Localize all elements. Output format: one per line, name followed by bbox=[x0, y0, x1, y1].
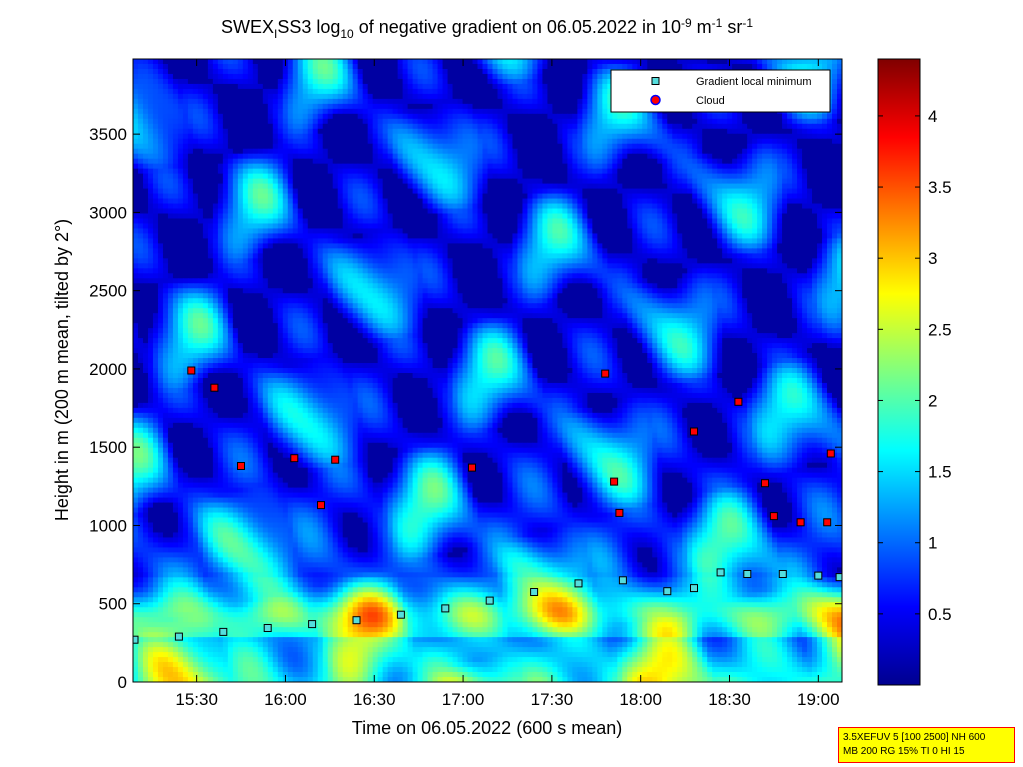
gradient-minimum-marker bbox=[486, 597, 493, 604]
colorbar-tick-label: 4 bbox=[928, 107, 937, 126]
cloud-marker bbox=[824, 519, 831, 526]
x-tick-label: 19:00 bbox=[797, 690, 840, 709]
gradient-minimum-marker bbox=[691, 585, 698, 592]
y-tick-label: 2500 bbox=[89, 282, 127, 301]
cloud-marker bbox=[691, 428, 698, 435]
info-box: 3.5XEFUV 5 [100 2500] NH 600 MB 200 RG 1… bbox=[838, 727, 1015, 763]
colorbar-ramp bbox=[878, 59, 920, 685]
gradient-minimum-marker bbox=[175, 633, 182, 640]
gradient-minimum-marker bbox=[264, 625, 271, 632]
cloud-marker bbox=[616, 509, 623, 516]
gradient-minimum-marker bbox=[664, 588, 671, 595]
cloud-marker bbox=[770, 513, 777, 520]
chart-title: SWEXISS3 log10 of negative gradient on 0… bbox=[221, 16, 753, 41]
cloud-marker bbox=[291, 455, 298, 462]
y-tick-label: 1000 bbox=[89, 516, 127, 535]
cloud-marker bbox=[469, 464, 476, 471]
gradient-minimum-marker bbox=[353, 617, 360, 624]
legend-circle-icon bbox=[651, 96, 660, 105]
gradient-minimum-marker bbox=[744, 571, 751, 578]
gradient-minimum-marker bbox=[717, 569, 724, 576]
cloud-marker bbox=[762, 480, 769, 487]
colorbar-tick-label: 3.5 bbox=[928, 178, 952, 197]
gradient-minimum-marker bbox=[442, 605, 449, 612]
gradient-minimum-marker bbox=[815, 572, 822, 579]
colorbar: 0.5 1 1.5 2 2.5 3 3.5 4 bbox=[878, 59, 952, 685]
gradient-minimum-marker bbox=[309, 621, 316, 628]
y-tick-label: 3500 bbox=[89, 125, 127, 144]
x-tick-label: 16:30 bbox=[353, 690, 396, 709]
x-tick-label: 15:30 bbox=[175, 690, 218, 709]
cloud-marker bbox=[611, 478, 618, 485]
cloud-marker bbox=[735, 398, 742, 405]
x-axis-label: Time on 06.05.2022 (600 s mean) bbox=[352, 718, 623, 738]
info-box-line-1: 3.5XEFUV 5 [100 2500] NH 600 bbox=[843, 731, 1014, 745]
x-tick-label: 16:00 bbox=[264, 690, 307, 709]
x-tick-label: 17:30 bbox=[531, 690, 574, 709]
y-tick-label: 1500 bbox=[89, 438, 127, 457]
gradient-minimum-marker bbox=[779, 571, 786, 578]
colorbar-tick-label: 3 bbox=[928, 249, 937, 268]
plot-area: 15:30 16:00 16:30 17:00 17:30 18:00 18:30 19:00… bbox=[89, 59, 843, 709]
colorbar-tick-label: 1.5 bbox=[928, 463, 952, 482]
colorbar-tick-label: 1 bbox=[928, 534, 937, 553]
cloud-marker bbox=[332, 456, 339, 463]
gradient-minimum-marker bbox=[619, 577, 626, 584]
y-tick-label: 2000 bbox=[89, 360, 127, 379]
legend-square-icon bbox=[652, 78, 659, 85]
cloud-marker bbox=[318, 502, 325, 509]
legend-entry-label: Cloud bbox=[696, 95, 725, 107]
y-axis-label: Height in m (200 m mean, tilted by 2°) bbox=[52, 219, 72, 521]
cloud-marker bbox=[188, 367, 195, 374]
x-tick-label: 18:00 bbox=[619, 690, 662, 709]
x-tick-label: 17:00 bbox=[442, 690, 485, 709]
y-tick-label: 500 bbox=[99, 595, 127, 614]
y-tick-label: 3000 bbox=[89, 203, 127, 222]
gradient-minimum-marker bbox=[131, 636, 138, 643]
info-box-line-2: MB 200 RG 15% TI 0 HI 15 bbox=[843, 745, 1014, 759]
colorbar-tick-label: 2.5 bbox=[928, 320, 952, 339]
cloud-marker bbox=[602, 370, 609, 377]
cloud-marker bbox=[238, 463, 245, 470]
gradient-minimum-marker bbox=[531, 589, 538, 596]
gradient-minimum-marker bbox=[397, 611, 404, 618]
colorbar-tick-label: 0.5 bbox=[928, 605, 952, 624]
y-tick-label: 0 bbox=[118, 673, 127, 692]
cloud-marker bbox=[797, 519, 804, 526]
heatmap-layer bbox=[133, 59, 843, 683]
legend: Gradient local minimum Cloud bbox=[611, 70, 830, 112]
cloud-marker bbox=[827, 450, 834, 457]
cloud-marker bbox=[211, 384, 218, 391]
x-tick-label: 18:30 bbox=[708, 690, 751, 709]
colorbar-tick-label: 2 bbox=[928, 391, 937, 410]
gradient-minimum-marker bbox=[575, 580, 582, 587]
legend-entry-label: Gradient local minimum bbox=[696, 76, 812, 88]
gradient-minimum-marker bbox=[220, 628, 227, 635]
